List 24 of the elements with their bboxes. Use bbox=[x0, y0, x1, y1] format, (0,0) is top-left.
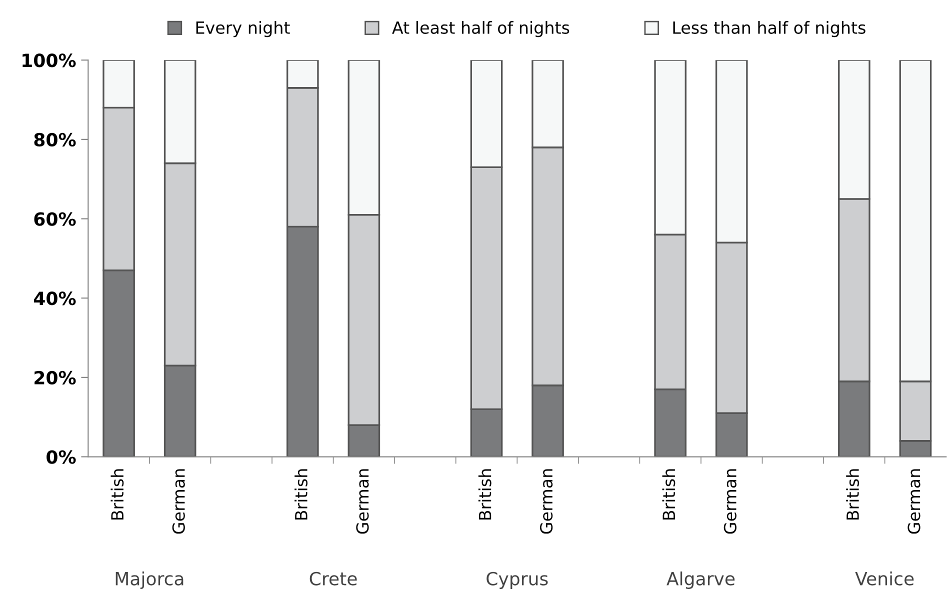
x-tick-label: British bbox=[846, 469, 860, 520]
x-tick-label: German bbox=[356, 469, 369, 534]
x-tick-label: German bbox=[908, 469, 920, 534]
text: Majorca bbox=[116, 572, 184, 589]
y-tick-label: 40% bbox=[34, 292, 76, 306]
x-tick-label: German bbox=[540, 469, 553, 534]
x-tick-label: British bbox=[110, 469, 124, 520]
text: Cyprus bbox=[486, 572, 548, 589]
x-tick-label: German bbox=[172, 469, 185, 534]
legend-label: Every night bbox=[196, 21, 290, 38]
text: Venice bbox=[855, 572, 914, 586]
x-tick-label: German bbox=[724, 469, 736, 534]
legend-label: Less than half of nights bbox=[673, 21, 866, 38]
y-tick-label: 60% bbox=[34, 212, 76, 226]
x-tick-label: British bbox=[662, 469, 676, 520]
y-tick-label: 0% bbox=[46, 450, 76, 464]
y-tick-label: 100% bbox=[22, 54, 76, 68]
text: Algarve bbox=[666, 572, 735, 589]
y-tick-label: 80% bbox=[34, 132, 76, 147]
text: Crete bbox=[310, 572, 357, 586]
legend-label: At least half of nights bbox=[392, 21, 570, 38]
y-tick-label: 20% bbox=[34, 370, 76, 385]
x-tick-label: British bbox=[478, 469, 492, 520]
x-tick-label: British bbox=[294, 469, 308, 520]
